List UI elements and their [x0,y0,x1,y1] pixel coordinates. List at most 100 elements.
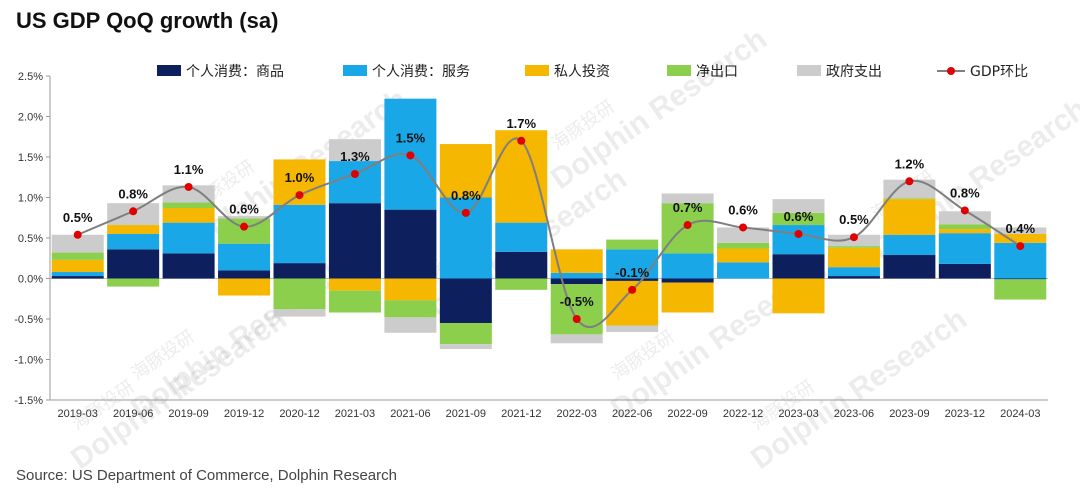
gdp-data-label: 1.5% [396,130,426,145]
bar-segment [107,225,160,234]
bar-segment [439,144,492,198]
bar-segment [273,278,326,310]
gdp-marker [184,182,193,191]
bar-segment [328,161,381,204]
bar-segment [328,139,381,162]
x-tick-label: 2021-06 [390,408,430,420]
x-tick-label: 2023-03 [778,408,818,420]
bar-segment [772,225,825,255]
bar-segment [661,193,714,204]
bar-segment [827,267,880,277]
bar-segment [550,272,603,279]
bar-segment [51,259,104,273]
bar-segment [938,263,991,279]
x-tick-label: 2019-12 [224,408,264,420]
gdp-marker [1016,242,1025,251]
y-tick-label: -0.5% [14,314,43,326]
bar-segment [495,251,548,279]
bar-segment [51,272,104,277]
bar-segment [495,222,548,252]
bar-segment [439,323,492,345]
bar-segment [218,270,271,279]
bar-segment [51,252,104,260]
gdp-marker [794,229,803,238]
bar-segment [994,233,1047,243]
bar-segment [218,243,271,271]
bar-segment [162,222,215,254]
gdp-data-label: -0.1% [615,265,649,280]
bar-segment [162,253,215,279]
bar-segment [328,278,381,291]
gdp-data-label: 1.0% [285,170,315,185]
bar-segment [938,233,991,264]
gdp-marker [683,221,692,230]
bar-segment [883,198,936,200]
bar-segment [384,300,437,318]
bar-segment [107,233,160,250]
bar-segment [162,185,215,203]
gdp-marker [517,136,526,145]
x-tick-label: 2019-06 [113,408,153,420]
x-tick-label: 2020-12 [279,408,319,420]
bar-segment [938,229,991,234]
x-tick-label: 2023-12 [945,408,985,420]
line-layer [73,136,1025,329]
data-label-layer: 0.5% 0.8% 1.1% 0.6% 1.0% 1.3% 1.5% 0.8% 1.7% -0.5… [63,116,1036,309]
bar-segment [439,344,492,349]
y-tick-label: 2.0% [18,112,43,124]
bar-segment [550,249,603,273]
bar-segment [218,278,271,296]
legend-label: 政府支出 [826,64,882,80]
x-tick-label: 2021-12 [501,408,541,420]
y-tick-label: 0.0% [18,274,43,286]
legend-swatch [667,65,691,76]
gdp-marker [406,151,415,160]
x-tick-label: 2022-03 [557,408,597,420]
gdp-data-label: 0.8% [118,186,148,201]
x-tick-label: 2024-03 [1000,408,1040,420]
gdp-marker [905,177,914,186]
gdp-data-label: 0.7% [673,200,703,215]
bar-segment [439,278,492,324]
bar-segment [606,249,659,279]
legend-swatch [343,65,367,76]
axis-layer: 2.5% 2.0% 1.5% 1.0% 0.5% 0.0% -0.5% -1.0% -1.5% 2… [14,71,1048,420]
gdp-data-label: 0.6% [784,209,814,224]
bar-segment [606,239,659,250]
legend: 个人消费：商品 个人消费：服务 私人投资 净出口 政府支出 GDP环比 [157,64,1028,80]
bar-segment [273,263,326,279]
bar-segment [162,202,215,209]
bar-segment [162,208,215,223]
gdp-marker [240,222,249,231]
gdp-marker [572,315,581,323]
bar-segment [772,254,825,279]
bar-segment [661,282,714,313]
gdp-data-label: 1.1% [174,162,204,177]
gdp-marker [960,206,969,215]
gdp-data-label: 0.8% [451,188,481,203]
bar-segment [550,334,603,344]
bar-segment [994,279,1047,300]
bar-segment [717,248,770,263]
gdp-data-label: 1.7% [506,116,536,131]
bar-segment [107,278,160,287]
bar-segment [827,247,880,268]
gdp-data-label: 1.2% [895,156,925,171]
x-tick-label: 2023-09 [889,408,929,420]
bar-segment [938,211,991,225]
gdp-marker [350,170,359,179]
x-tick-label: 2019-03 [58,408,98,420]
y-tick-label: -1.5% [14,395,43,407]
bar-segment [994,278,1047,280]
gdp-marker [73,230,82,239]
bar-segment [827,276,880,279]
watermark-text: Dolphin Research [545,22,773,195]
bar-segment [661,253,714,279]
gdp-marker [295,191,304,200]
bar-segment [384,317,437,333]
gdp-marker [849,233,858,242]
legend-swatch [525,65,549,76]
gdp-data-label: 0.5% [839,212,869,227]
bar-segment [495,278,548,290]
